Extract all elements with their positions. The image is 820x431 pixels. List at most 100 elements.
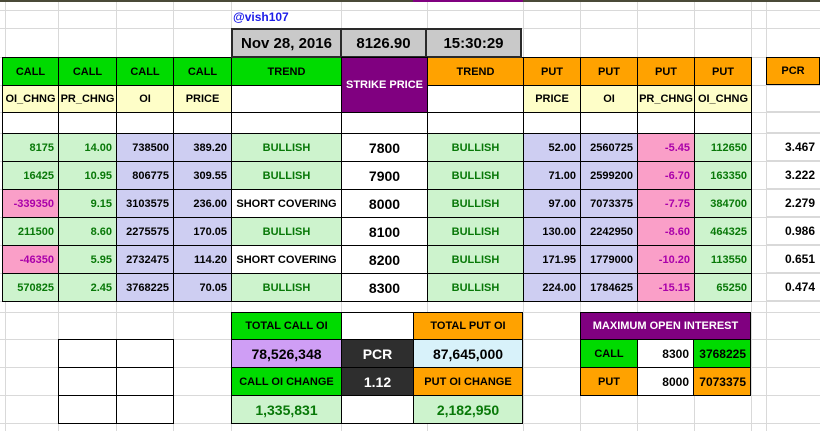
- blank-cell[interactable]: [428, 113, 524, 134]
- cell-trend-put[interactable]: BULLISH: [428, 134, 524, 162]
- cell-pcr[interactable]: 0.651: [766, 245, 820, 273]
- cell-call-oi-chng[interactable]: 570825: [3, 274, 59, 302]
- cell-put-pr-chng[interactable]: -6.70: [638, 162, 695, 190]
- cell-call-price[interactable]: 236.00: [174, 190, 232, 218]
- header-call-price[interactable]: CALL: [174, 58, 232, 86]
- blank-cell[interactable]: [232, 86, 342, 113]
- cell-put-oi-chng[interactable]: 464325: [695, 218, 752, 246]
- header-put-price[interactable]: PUT: [524, 58, 581, 86]
- total-call-oi-label[interactable]: TOTAL CALL OI: [232, 313, 342, 340]
- cell-call-price[interactable]: 70.05: [174, 274, 232, 302]
- put-oi-change-label[interactable]: PUT OI CHANGE: [414, 368, 523, 396]
- cell-call-price[interactable]: 170.05: [174, 218, 232, 246]
- max-oi-call-value[interactable]: 3768225: [694, 340, 751, 368]
- cell-call-price[interactable]: 309.55: [174, 162, 232, 190]
- cell-put-price[interactable]: 52.00: [524, 134, 581, 162]
- total-put-oi-value[interactable]: 87,645,000: [414, 340, 523, 368]
- put-oi-change-value[interactable]: 2,182,950: [414, 396, 523, 424]
- cell-put-pr-chng[interactable]: -5.45: [638, 134, 695, 162]
- subheader-put-oi[interactable]: OI: [581, 86, 638, 113]
- blank-cell[interactable]: [428, 86, 524, 113]
- cell-pcr[interactable]: 0.474: [766, 273, 820, 301]
- cell-pcr[interactable]: 0.986: [766, 217, 820, 245]
- blank-cell[interactable]: [3, 113, 59, 134]
- cell-put-pr-chng[interactable]: -8.60: [638, 218, 695, 246]
- cell-pcr[interactable]: 3.467: [766, 133, 820, 161]
- cell-call-oi-chng[interactable]: 211500: [3, 218, 59, 246]
- cell-put-oi[interactable]: 2560725: [581, 134, 638, 162]
- header-put-pr-chng[interactable]: PUT: [638, 58, 695, 86]
- subheader-oi[interactable]: OI: [117, 86, 174, 113]
- cell-put-oi-chng[interactable]: 163350: [695, 162, 752, 190]
- cell-call-oi[interactable]: 3768225: [117, 274, 174, 302]
- cell-trend-put[interactable]: BULLISH: [428, 218, 524, 246]
- max-oi-put-value[interactable]: 7073375: [694, 368, 751, 396]
- total-call-oi-value[interactable]: 78,526,348: [232, 340, 342, 368]
- cell-put-oi[interactable]: 7073375: [581, 190, 638, 218]
- cell-put-pr-chng[interactable]: -10.20: [638, 246, 695, 274]
- cell-strike[interactable]: 8100: [342, 218, 428, 246]
- cell-call-oi[interactable]: 738500: [117, 134, 174, 162]
- header-trend-call[interactable]: TREND: [232, 58, 342, 86]
- blank-cell[interactable]: [59, 368, 117, 396]
- cell-call-pr-chng[interactable]: 2.45: [59, 274, 117, 302]
- max-oi-call-strike[interactable]: 8300: [638, 340, 694, 368]
- subheader-pr-chng[interactable]: PR_CHNG: [59, 86, 117, 113]
- cell-put-price[interactable]: 97.00: [524, 190, 581, 218]
- blank-cell[interactable]: [117, 396, 174, 424]
- cell-strike[interactable]: 7900: [342, 162, 428, 190]
- header-call-oi[interactable]: CALL: [117, 58, 174, 86]
- max-oi-call-label[interactable]: CALL: [581, 340, 638, 368]
- cell-strike[interactable]: 7800: [342, 134, 428, 162]
- blank-cell[interactable]: [117, 113, 174, 134]
- cell-trend-call[interactable]: BULLISH: [232, 162, 342, 190]
- cell-call-pr-chng[interactable]: 9.15: [59, 190, 117, 218]
- cell-call-pr-chng[interactable]: 14.00: [59, 134, 117, 162]
- cell-trend-call[interactable]: BULLISH: [232, 134, 342, 162]
- blank-cell[interactable]: [638, 113, 695, 134]
- blank-cell[interactable]: [524, 113, 581, 134]
- subheader-put-oi-chng[interactable]: OI_CHNG: [695, 86, 752, 113]
- cell-strike[interactable]: 8000: [342, 190, 428, 218]
- pcr-label[interactable]: PCR: [342, 340, 414, 368]
- cell-put-oi[interactable]: 2242950: [581, 218, 638, 246]
- cell-call-price[interactable]: 114.20: [174, 246, 232, 274]
- max-oi-put-strike[interactable]: 8000: [638, 368, 694, 396]
- header-strike-price[interactable]: STRIKE PRICE: [341, 57, 428, 113]
- cell-trend-call[interactable]: BULLISH: [232, 218, 342, 246]
- cell-call-oi-chng[interactable]: -46350: [3, 246, 59, 274]
- blank-cell[interactable]: [766, 85, 820, 112]
- blank-cell[interactable]: [59, 340, 117, 368]
- spot-price-cell[interactable]: 8126.90: [340, 28, 427, 58]
- blank-cell[interactable]: [342, 396, 414, 424]
- subheader-put-price[interactable]: PRICE: [524, 86, 581, 113]
- header-trend-put[interactable]: TREND: [428, 58, 524, 86]
- cell-call-pr-chng[interactable]: 5.95: [59, 246, 117, 274]
- cell-put-oi[interactable]: 1779000: [581, 246, 638, 274]
- cell-call-oi-chng[interactable]: -339350: [3, 190, 59, 218]
- cell-put-oi-chng[interactable]: 384700: [695, 190, 752, 218]
- subheader-price[interactable]: PRICE: [174, 86, 232, 113]
- cell-trend-put[interactable]: BULLISH: [428, 274, 524, 302]
- blank-cell[interactable]: [59, 113, 117, 134]
- header-put-oi-chng[interactable]: PUT: [695, 58, 752, 86]
- cell-put-price[interactable]: 224.00: [524, 274, 581, 302]
- header-put-oi[interactable]: PUT: [581, 58, 638, 86]
- blank-cell[interactable]: [117, 340, 174, 368]
- blank-cell[interactable]: [59, 396, 117, 424]
- cell-trend-call[interactable]: BULLISH: [232, 274, 342, 302]
- cell-call-oi[interactable]: 2732475: [117, 246, 174, 274]
- cell-trend-call[interactable]: SHORT COVERING: [232, 246, 342, 274]
- cell-pcr[interactable]: 3.222: [766, 161, 820, 189]
- cell-put-oi[interactable]: 2599200: [581, 162, 638, 190]
- cell-call-oi-chng[interactable]: 16425: [3, 162, 59, 190]
- blank-cell[interactable]: [342, 113, 428, 134]
- cell-trend-put[interactable]: BULLISH: [428, 246, 524, 274]
- header-call-pr-chng[interactable]: CALL: [59, 58, 117, 86]
- call-oi-change-label[interactable]: CALL OI CHANGE: [232, 368, 342, 396]
- date-cell[interactable]: Nov 28, 2016: [231, 28, 342, 58]
- max-oi-title[interactable]: MAXIMUM OPEN INTEREST: [581, 313, 751, 340]
- cell-put-pr-chng[interactable]: -7.75: [638, 190, 695, 218]
- cell-trend-put[interactable]: BULLISH: [428, 162, 524, 190]
- header-pcr[interactable]: PCR: [766, 57, 820, 85]
